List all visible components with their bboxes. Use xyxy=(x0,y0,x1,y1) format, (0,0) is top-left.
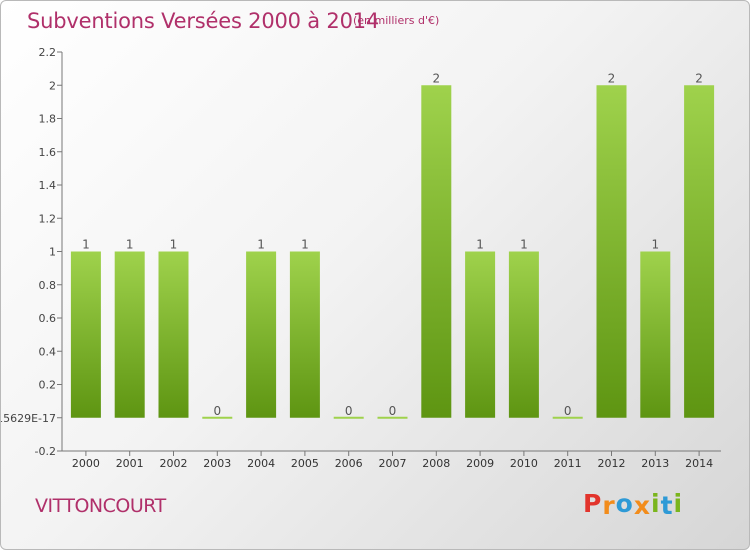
y-tick-label: 0.2 xyxy=(39,379,57,392)
data-label: 1 xyxy=(476,238,484,252)
x-tick-label: 2004 xyxy=(247,457,275,470)
y-tick-label: 1.6 xyxy=(39,146,57,159)
bar xyxy=(465,251,496,418)
data-label: 1 xyxy=(82,238,90,252)
y-tick-label: 2 xyxy=(49,79,56,92)
y-tick-label: 1.8 xyxy=(39,113,57,126)
bar xyxy=(289,251,320,418)
data-label: 2 xyxy=(432,71,440,85)
x-tick-label: 2010 xyxy=(510,457,538,470)
chart-unit: (en milliers d'€) xyxy=(353,14,440,27)
x-tick-label: 2012 xyxy=(598,457,626,470)
logo-letter: i xyxy=(673,489,684,518)
data-label: 1 xyxy=(651,238,659,252)
x-tick-label: 2014 xyxy=(685,457,713,470)
data-label: 0 xyxy=(564,404,572,418)
chart-title: Subventions Versées 2000 à 2014 xyxy=(27,9,380,33)
bar xyxy=(70,251,101,418)
bar xyxy=(508,251,539,418)
y-tick-label: 0.4 xyxy=(39,345,57,358)
y-tick-label: -0.2 xyxy=(35,445,56,458)
commune-name: VITTONCOURT xyxy=(35,495,166,517)
x-tick-label: 2005 xyxy=(291,457,319,470)
x-tick-label: 2013 xyxy=(641,457,669,470)
x-tick-label: 2011 xyxy=(554,457,582,470)
bar xyxy=(377,416,408,419)
bar xyxy=(596,85,627,418)
x-tick-label: 2001 xyxy=(116,457,144,470)
x-tick-label: 2003 xyxy=(203,457,231,470)
y-tick-label: 1.2 xyxy=(39,212,57,225)
y-tick-label: 0.6 xyxy=(39,312,57,325)
y-tick-label: 0.8 xyxy=(39,279,57,292)
x-tick-label: 2002 xyxy=(160,457,188,470)
y-tick-label: 2.2 xyxy=(39,46,57,59)
data-label: 0 xyxy=(345,404,353,418)
data-label: 1 xyxy=(257,238,265,252)
x-tick-label: 2009 xyxy=(466,457,494,470)
x-tick-label: 2007 xyxy=(379,457,407,470)
data-label: 2 xyxy=(608,71,616,85)
proxiti-logo: Proxiti xyxy=(583,489,684,520)
logo-letter: x xyxy=(633,491,651,520)
bar xyxy=(640,251,671,418)
data-label: 2 xyxy=(695,71,703,85)
data-label: 1 xyxy=(301,238,309,252)
data-label: 1 xyxy=(520,238,528,252)
bar xyxy=(158,251,189,418)
bar xyxy=(114,251,145,418)
x-tick-label: 2008 xyxy=(422,457,450,470)
data-label: 1 xyxy=(170,238,178,252)
y-tick-label: -15629E-17 xyxy=(1,412,56,425)
bar xyxy=(246,251,277,418)
bar xyxy=(684,85,715,418)
logo-letter: t xyxy=(660,491,674,520)
logo-letter: o xyxy=(615,489,634,518)
logo-letter: i xyxy=(651,489,661,518)
x-tick-label: 2006 xyxy=(335,457,363,470)
bar xyxy=(421,85,452,418)
bar xyxy=(333,416,364,419)
data-label: 0 xyxy=(389,404,397,418)
bar xyxy=(552,416,583,419)
y-tick-label: 1.4 xyxy=(39,179,57,192)
data-label: 1 xyxy=(126,238,134,252)
x-tick-label: 2000 xyxy=(72,457,100,470)
y-tick-label: 1 xyxy=(49,246,56,259)
logo-letter: r xyxy=(602,491,616,520)
bar xyxy=(202,416,233,419)
logo-letter: P xyxy=(583,489,603,518)
data-label: 0 xyxy=(213,404,221,418)
